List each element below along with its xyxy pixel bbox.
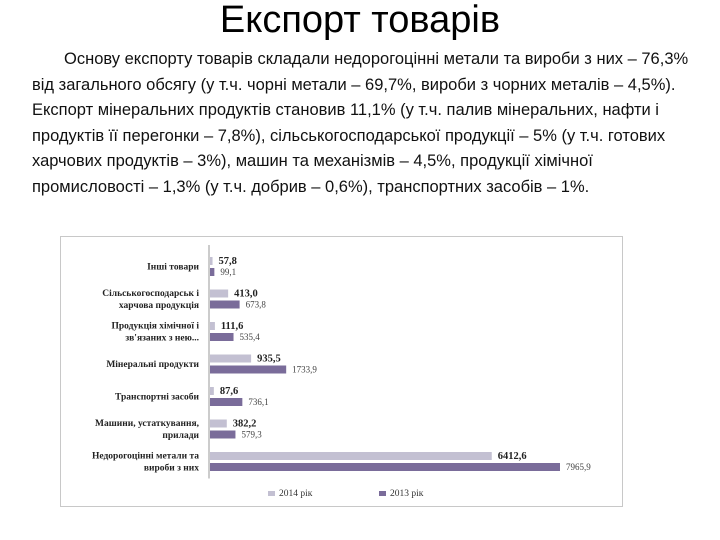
bar-2014: [210, 419, 227, 428]
value-label-2014: 87,6: [220, 386, 238, 397]
legend-swatch-2014: [268, 491, 275, 496]
bar-2013: [210, 430, 236, 439]
category-label: Машини, устаткування,: [95, 419, 200, 429]
bar-2013: [210, 268, 215, 276]
category-label: зв'язаних з нею...: [125, 334, 199, 344]
category-label: Продукція хімічної і: [111, 321, 199, 332]
value-label-2013: 1733,9: [292, 365, 317, 375]
category-label: Недорогоцінні метали та: [92, 451, 199, 462]
value-label-2013: 736,1: [248, 397, 268, 407]
bar-2013: [210, 365, 287, 374]
bar-2014: [210, 354, 252, 363]
bar-2013: [210, 398, 243, 406]
chart-canvas: Інші товари 57,899,1 Сільськогосподарськ і…: [92, 245, 591, 499]
category-label: Мінеральні продукти: [106, 359, 199, 370]
legend-swatch-2013: [379, 491, 386, 496]
category-label: вироби з них: [144, 463, 199, 474]
value-label-2014: 413,0: [234, 289, 258, 300]
value-label-2014: 6412,6: [498, 451, 527, 462]
bar-2014: [210, 387, 214, 395]
value-label-2013: 99,1: [220, 267, 236, 277]
category-label: Інші товари: [147, 262, 199, 273]
bar-2013: [210, 463, 560, 471]
bar-2014: [210, 452, 492, 460]
value-label-2014: 57,8: [219, 256, 237, 267]
category-label: Транспортні засоби: [115, 392, 200, 403]
bar-2013: [210, 333, 234, 341]
slide-title: Експорт товарів: [219, 0, 501, 41]
bar-2014: [210, 322, 215, 330]
value-label-2014: 935,5: [257, 354, 281, 365]
bar-2014: [210, 257, 213, 265]
value-label-2013: 673,8: [246, 300, 267, 310]
value-label-2014: 111,6: [221, 321, 243, 332]
category-label: харчова продукція: [119, 300, 199, 311]
category-label: прилади: [162, 431, 199, 441]
bar-2014: [210, 289, 229, 298]
value-label-2013: 579,3: [241, 430, 262, 440]
slide-body-text: Основу експорту товарів складали недорог…: [32, 50, 689, 196]
bar-2013: [210, 300, 240, 309]
export-bar-chart: Інші товари 57,8 99,1 Сільськогосподарськ і…: [60, 236, 623, 507]
value-label-2013: 535,4: [240, 332, 261, 342]
value-label-2013: 7965,9: [566, 462, 591, 472]
category-label: Сільськогосподарськ і: [102, 288, 199, 299]
value-label-2014: 382,2: [233, 419, 257, 430]
legend-label-2014: 2014 рік: [279, 489, 313, 499]
legend-label-2013: 2013 рік: [390, 489, 424, 499]
